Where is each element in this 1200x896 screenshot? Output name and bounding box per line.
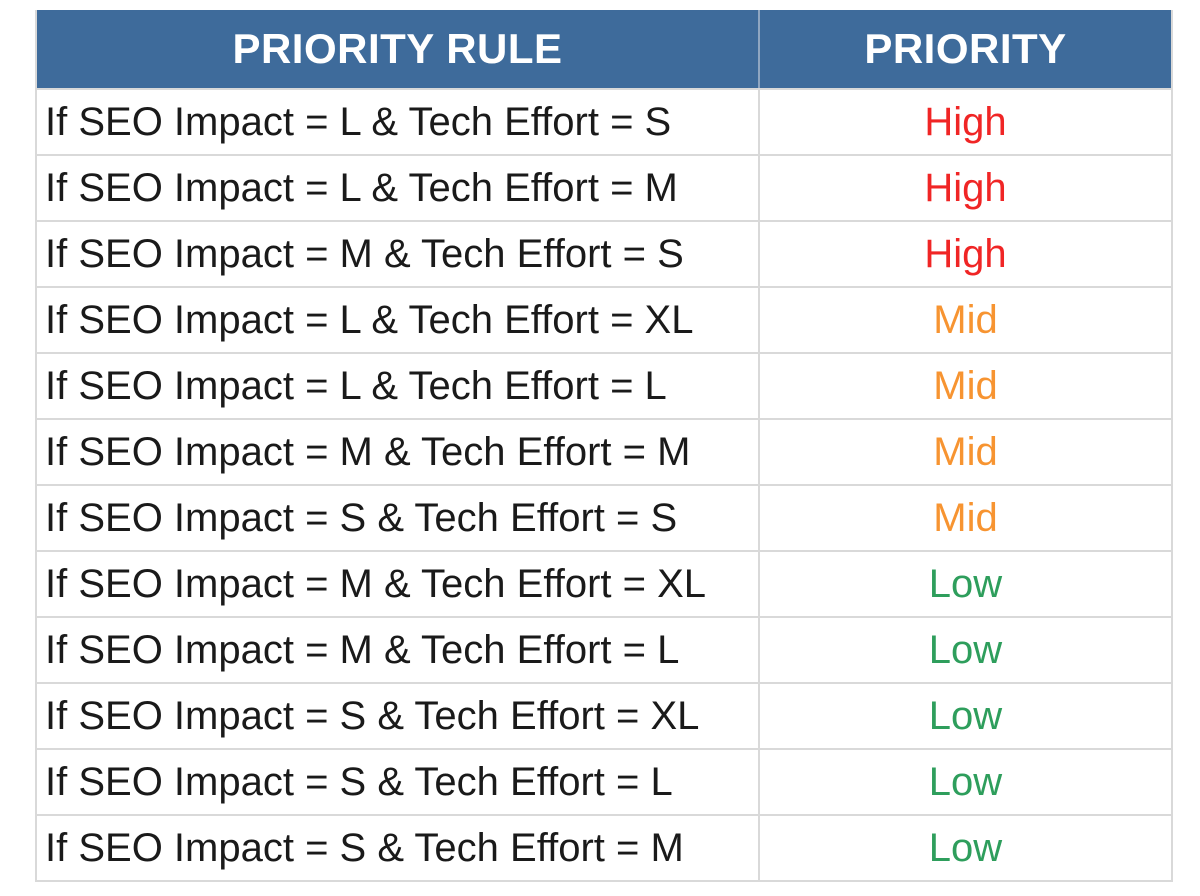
table-row: If SEO Impact = S & Tech Effort = XL Low (37, 682, 1171, 748)
priority-cell: Low (928, 561, 1003, 606)
table-row: If SEO Impact = M & Tech Effort = S High (37, 220, 1171, 286)
table-row: If SEO Impact = S & Tech Effort = M Low (37, 814, 1171, 880)
rule-cell: If SEO Impact = S & Tech Effort = XL (37, 684, 760, 748)
priority-cell: High (924, 99, 1007, 144)
table-row: If SEO Impact = L & Tech Effort = M High (37, 154, 1171, 220)
table-row: If SEO Impact = M & Tech Effort = M Mid (37, 418, 1171, 484)
priority-table: PRIORITY RULE PRIORITY If SEO Impact = L… (35, 10, 1173, 882)
table-row: If SEO Impact = L & Tech Effort = S High (37, 88, 1171, 154)
rule-cell: If SEO Impact = L & Tech Effort = S (37, 90, 760, 154)
priority-cell: Mid (933, 363, 998, 408)
table-header-row: PRIORITY RULE PRIORITY (37, 10, 1171, 88)
rule-cell: If SEO Impact = M & Tech Effort = M (37, 420, 760, 484)
table-row: If SEO Impact = L & Tech Effort = XL Mid (37, 286, 1171, 352)
priority-cell: Mid (933, 297, 998, 342)
table-row: If SEO Impact = L & Tech Effort = L Mid (37, 352, 1171, 418)
table-row: If SEO Impact = M & Tech Effort = XL Low (37, 550, 1171, 616)
rule-cell: If SEO Impact = S & Tech Effort = M (37, 816, 760, 880)
rule-cell: If SEO Impact = M & Tech Effort = S (37, 222, 760, 286)
header-cell-priority: PRIORITY (864, 25, 1067, 72)
rule-cell: If SEO Impact = M & Tech Effort = XL (37, 552, 760, 616)
priority-cell: Low (928, 693, 1003, 738)
table-row: If SEO Impact = S & Tech Effort = L Low (37, 748, 1171, 814)
priority-cell: High (924, 231, 1007, 276)
priority-cell: Low (928, 627, 1003, 672)
rule-cell: If SEO Impact = M & Tech Effort = L (37, 618, 760, 682)
priority-cell: Low (928, 759, 1003, 804)
priority-cell: High (924, 165, 1007, 210)
header-cell-priority-rule: PRIORITY RULE (37, 10, 760, 88)
table-row: If SEO Impact = M & Tech Effort = L Low (37, 616, 1171, 682)
table-row: If SEO Impact = S & Tech Effort = S Mid (37, 484, 1171, 550)
rule-cell: If SEO Impact = L & Tech Effort = XL (37, 288, 760, 352)
rule-cell: If SEO Impact = L & Tech Effort = L (37, 354, 760, 418)
rule-cell: If SEO Impact = S & Tech Effort = S (37, 486, 760, 550)
priority-cell: Mid (933, 495, 998, 540)
priority-cell: Low (928, 825, 1003, 870)
priority-cell: Mid (933, 429, 998, 474)
rule-cell: If SEO Impact = L & Tech Effort = M (37, 156, 760, 220)
rule-cell: If SEO Impact = S & Tech Effort = L (37, 750, 760, 814)
